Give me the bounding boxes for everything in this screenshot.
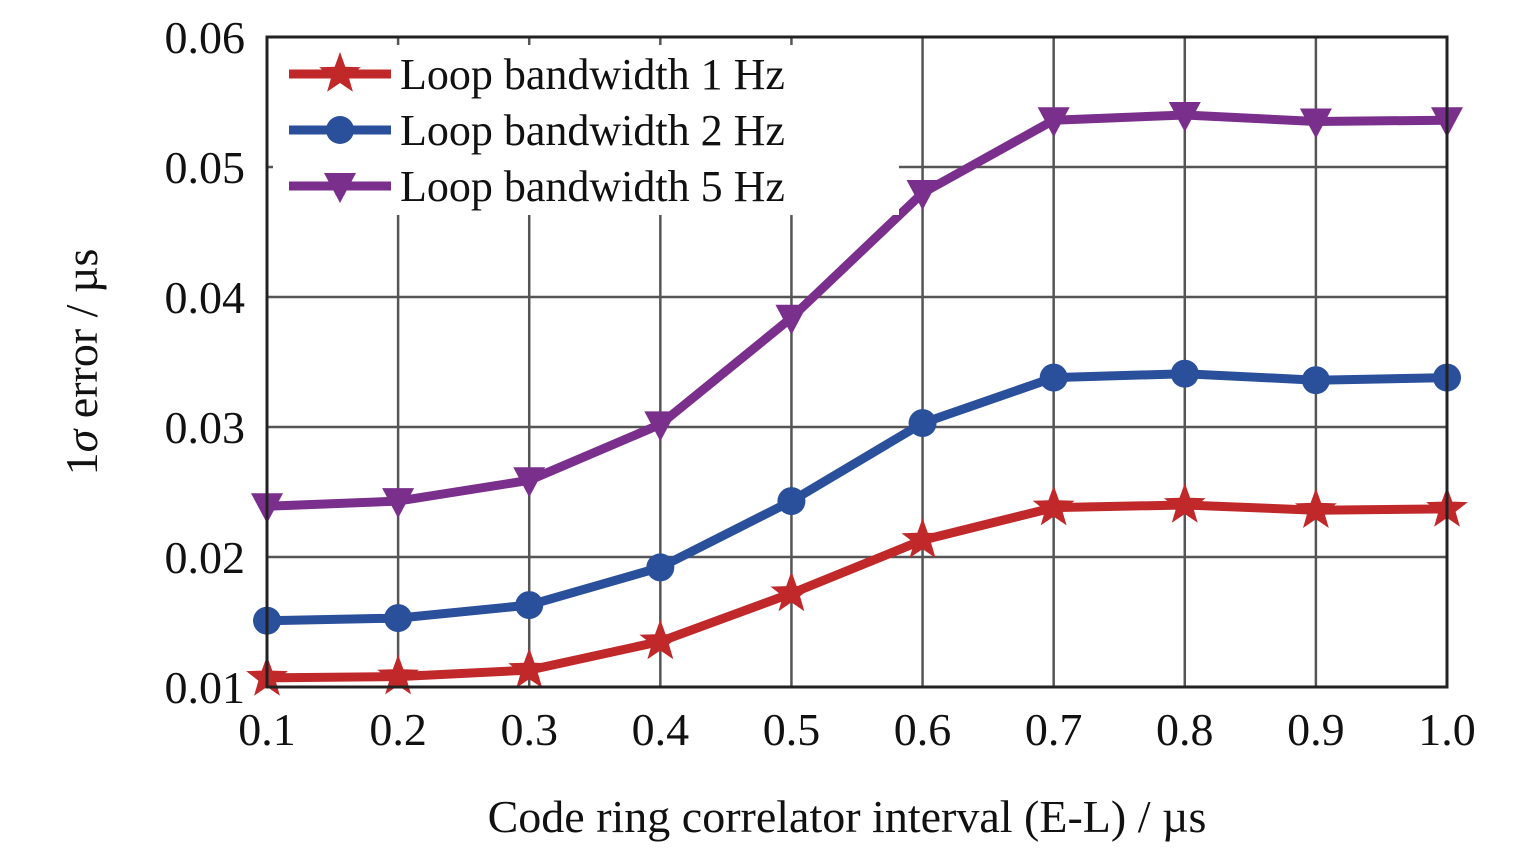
x-tick-label: 0.6 bbox=[894, 704, 952, 755]
data-point bbox=[639, 619, 682, 660]
y-tick-label: 0.04 bbox=[165, 272, 246, 323]
data-point bbox=[1299, 108, 1332, 139]
data-point bbox=[777, 487, 806, 516]
x-tick-label: 0.7 bbox=[1025, 704, 1083, 755]
x-tick-label: 0.3 bbox=[500, 704, 558, 755]
legend-marker bbox=[326, 116, 354, 144]
data-point bbox=[382, 488, 415, 519]
series-line bbox=[266, 500, 1448, 683]
series-2 bbox=[253, 359, 1461, 635]
data-point bbox=[515, 591, 544, 620]
y-tick-label: 0.03 bbox=[165, 402, 246, 453]
data-point bbox=[1039, 363, 1068, 392]
x-tick-label: 0.4 bbox=[632, 704, 690, 755]
series-3 bbox=[251, 102, 1463, 524]
x-tick-label: 0.2 bbox=[369, 704, 427, 755]
y-tick-label: 0.01 bbox=[165, 662, 246, 713]
data-point bbox=[384, 604, 413, 633]
y-tick-label: 0.02 bbox=[165, 532, 246, 583]
plot-frame bbox=[265, 35, 1449, 689]
y-tick-labels: 0.01 0.02 0.03 0.04 0.05 0.06 bbox=[165, 12, 246, 713]
data-point bbox=[908, 409, 937, 438]
legend-label: Loop bandwidth 5 Hz bbox=[400, 162, 785, 211]
x-tick-labels: 0.1 0.2 0.3 0.4 0.5 0.6 0.7 0.8 0.9 1.0 bbox=[238, 704, 1476, 755]
data-point bbox=[1301, 366, 1330, 395]
y-axis-label-symbol: σ bbox=[56, 427, 107, 452]
x-tick-label: 0.5 bbox=[763, 704, 821, 755]
y-axis-label-suffix: error / µs bbox=[56, 249, 107, 430]
y-axis-label-prefix: 1 bbox=[56, 452, 107, 475]
legend-item: Loop bandwidth 2 Hz bbox=[289, 106, 785, 155]
legend-item: Loop bandwidth 5 Hz bbox=[289, 162, 785, 211]
data-point bbox=[1170, 359, 1199, 388]
series-line bbox=[266, 110, 1448, 511]
data-point bbox=[513, 467, 546, 498]
data-point bbox=[1163, 483, 1206, 523]
data-point bbox=[901, 518, 944, 558]
legend-label: Loop bandwidth 2 Hz bbox=[400, 106, 785, 155]
series-layer bbox=[246, 102, 1468, 696]
data-point bbox=[377, 654, 419, 695]
legend: Loop bandwidth 1 Hz Loop bandwidth 2 Hz Lo… bbox=[273, 45, 899, 215]
x-tick-label: 0.9 bbox=[1287, 704, 1345, 755]
x-axis-label: Code ring correlator interval (E-L) / µs bbox=[488, 791, 1207, 842]
legend-label: Loop bandwidth 1 Hz bbox=[400, 50, 785, 99]
series-line bbox=[266, 369, 1448, 626]
x-tick-label: 0.8 bbox=[1156, 704, 1214, 755]
x-tick-label: 1.0 bbox=[1418, 704, 1476, 755]
data-point bbox=[646, 553, 675, 582]
y-axis-label: 1σ error / µs bbox=[56, 249, 107, 476]
data-point bbox=[906, 180, 939, 210]
data-point bbox=[1037, 107, 1070, 138]
data-point bbox=[644, 411, 677, 442]
data-point bbox=[770, 571, 813, 612]
legend-marker bbox=[324, 173, 356, 203]
data-point bbox=[775, 304, 808, 335]
y-tick-label: 0.05 bbox=[165, 142, 246, 193]
data-point bbox=[1168, 102, 1201, 132]
legend-marker bbox=[319, 52, 361, 92]
data-point bbox=[508, 648, 551, 688]
data-point bbox=[1295, 488, 1337, 528]
x-tick-label: 0.1 bbox=[238, 704, 296, 755]
y-tick-label: 0.06 bbox=[165, 12, 246, 63]
series-1 bbox=[246, 483, 1468, 696]
data-point bbox=[1032, 485, 1075, 526]
legend-item: Loop bandwidth 1 Hz bbox=[289, 50, 785, 99]
